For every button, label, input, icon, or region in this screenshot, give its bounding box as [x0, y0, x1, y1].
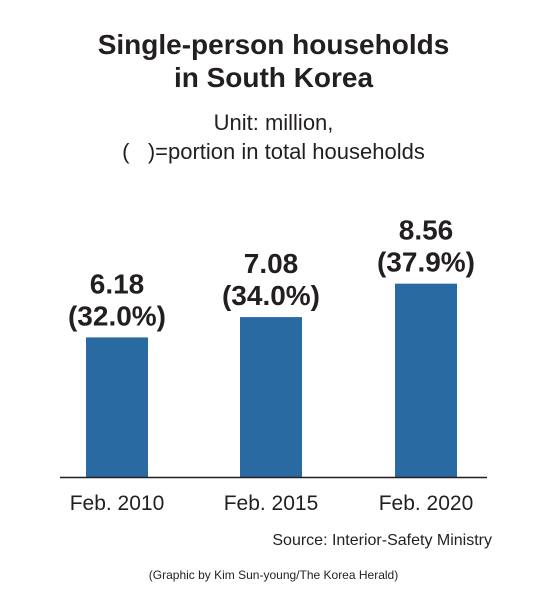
bar-1: [86, 337, 148, 477]
category-label-1: Feb. 2010: [70, 492, 165, 515]
bars-group: [86, 283, 457, 477]
value-label-3: 8.56: [399, 215, 454, 246]
source-note: Source: Interior-Safety Ministry: [272, 532, 492, 549]
category-label-2: Feb. 2015: [224, 492, 319, 515]
value-label-2: 7.08: [244, 248, 299, 279]
unit-note: Unit: million,: [213, 110, 334, 135]
value-labels-group: 6.18(32.0%) 7.08(34.0%) 8.56(37.9%): [68, 215, 475, 332]
portion-note: ( )=portion in total households: [122, 139, 425, 164]
graphic-credit: (Graphic by Kim Sun-young/The Korea Hera…: [148, 568, 399, 582]
share-label-3: (37.9%): [377, 247, 475, 278]
category-label-3: Feb. 2020: [379, 492, 474, 515]
bar-2: [240, 317, 302, 477]
value-label-1: 6.18: [90, 268, 145, 299]
bar-3: [395, 283, 457, 477]
chart-title-line-1: Single-person households: [97, 29, 450, 60]
share-label-1: (32.0%): [68, 300, 166, 331]
chart-title-line-2: in South Korea: [173, 62, 374, 93]
share-label-2: (34.0%): [222, 280, 320, 311]
category-labels-group: Feb. 2010 Feb. 2015 Feb. 2020: [70, 492, 474, 515]
